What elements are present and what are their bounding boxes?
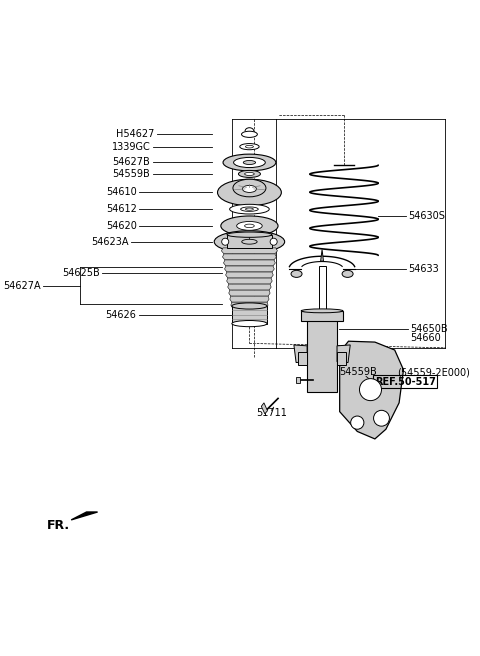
Ellipse shape bbox=[245, 146, 253, 148]
Text: 1339GC: 1339GC bbox=[112, 142, 150, 152]
Ellipse shape bbox=[232, 321, 267, 327]
Text: 51711: 51711 bbox=[256, 407, 287, 417]
Text: H54627: H54627 bbox=[117, 129, 155, 139]
Ellipse shape bbox=[243, 161, 256, 165]
Polygon shape bbox=[224, 260, 276, 266]
Text: (54559-2E000): (54559-2E000) bbox=[397, 367, 470, 377]
Text: REF.50-517: REF.50-517 bbox=[375, 377, 436, 386]
Text: 54610: 54610 bbox=[107, 188, 137, 197]
Ellipse shape bbox=[239, 171, 261, 178]
Ellipse shape bbox=[214, 231, 285, 253]
Ellipse shape bbox=[227, 232, 272, 237]
Text: 54559B: 54559B bbox=[113, 169, 150, 179]
Ellipse shape bbox=[291, 270, 302, 277]
Polygon shape bbox=[337, 352, 346, 365]
Polygon shape bbox=[229, 290, 270, 296]
Bar bbox=[307, 316, 337, 392]
Text: 54630S: 54630S bbox=[408, 211, 445, 221]
Text: 54627B: 54627B bbox=[113, 157, 150, 167]
Ellipse shape bbox=[223, 154, 276, 171]
Text: 54612: 54612 bbox=[106, 204, 137, 214]
Circle shape bbox=[351, 416, 364, 429]
Ellipse shape bbox=[228, 235, 270, 249]
Polygon shape bbox=[228, 284, 271, 290]
Text: 54623A: 54623A bbox=[91, 237, 128, 247]
Polygon shape bbox=[71, 512, 97, 520]
Polygon shape bbox=[223, 254, 276, 260]
Ellipse shape bbox=[229, 204, 269, 214]
Bar bbox=[301, 311, 343, 321]
Ellipse shape bbox=[217, 179, 281, 205]
Bar bbox=[232, 306, 267, 323]
Text: 54650B: 54650B bbox=[410, 324, 448, 334]
Polygon shape bbox=[340, 341, 404, 439]
Polygon shape bbox=[231, 302, 268, 308]
Circle shape bbox=[373, 410, 389, 426]
Ellipse shape bbox=[233, 179, 266, 197]
Ellipse shape bbox=[232, 303, 267, 309]
Text: 54559B: 54559B bbox=[340, 367, 377, 377]
Ellipse shape bbox=[237, 222, 262, 230]
Ellipse shape bbox=[245, 173, 254, 175]
Ellipse shape bbox=[301, 309, 343, 313]
Ellipse shape bbox=[242, 239, 257, 244]
Text: 54627A: 54627A bbox=[3, 281, 40, 291]
Bar bbox=[296, 377, 300, 382]
Text: 54625B: 54625B bbox=[62, 268, 100, 278]
Polygon shape bbox=[227, 278, 272, 284]
Polygon shape bbox=[230, 296, 269, 302]
Ellipse shape bbox=[242, 186, 256, 192]
Circle shape bbox=[222, 238, 229, 245]
Ellipse shape bbox=[240, 144, 259, 150]
Polygon shape bbox=[226, 272, 273, 278]
Ellipse shape bbox=[342, 270, 353, 277]
Ellipse shape bbox=[240, 207, 258, 211]
Polygon shape bbox=[225, 266, 274, 272]
Ellipse shape bbox=[245, 224, 254, 228]
Text: 54660: 54660 bbox=[410, 333, 441, 342]
Text: 54620: 54620 bbox=[106, 221, 137, 231]
Polygon shape bbox=[321, 250, 324, 261]
Ellipse shape bbox=[241, 131, 257, 137]
Ellipse shape bbox=[221, 216, 278, 236]
Circle shape bbox=[270, 238, 277, 245]
Circle shape bbox=[360, 379, 382, 401]
Bar bbox=[227, 235, 272, 248]
Polygon shape bbox=[337, 345, 350, 363]
Text: 54626: 54626 bbox=[106, 310, 136, 319]
Polygon shape bbox=[261, 403, 267, 414]
Polygon shape bbox=[221, 248, 277, 254]
Ellipse shape bbox=[234, 157, 265, 167]
Polygon shape bbox=[294, 345, 307, 363]
Text: 54633: 54633 bbox=[408, 264, 439, 274]
Bar bbox=[319, 266, 325, 317]
Polygon shape bbox=[298, 352, 307, 365]
Ellipse shape bbox=[245, 208, 253, 211]
Text: FR.: FR. bbox=[47, 519, 70, 532]
